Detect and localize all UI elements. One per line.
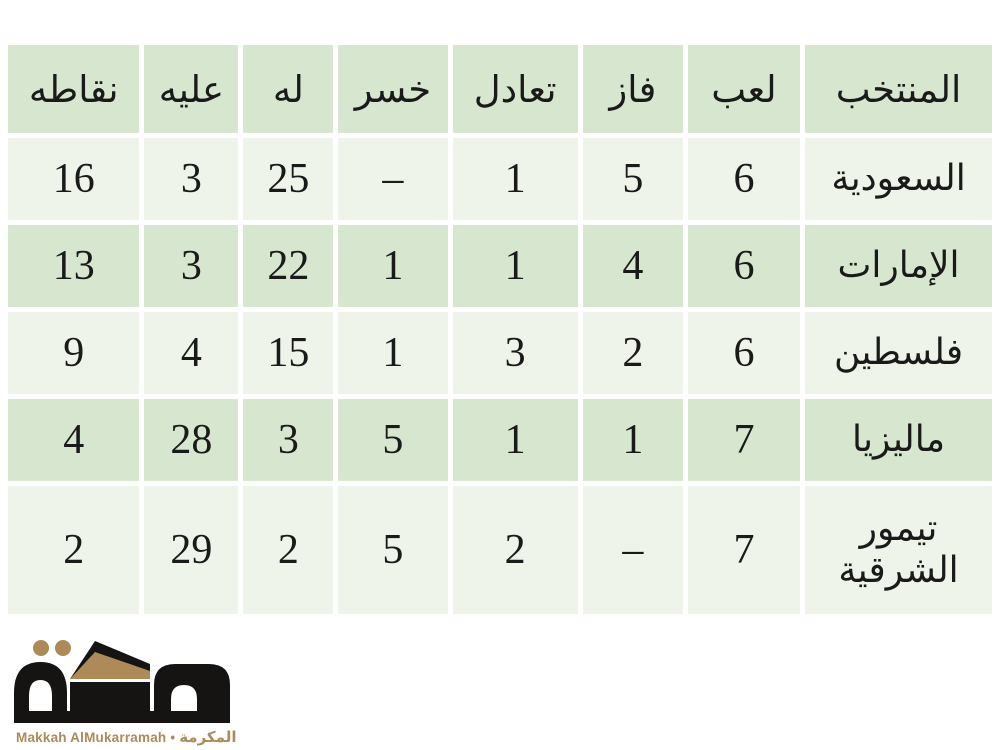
makkah-brand-icon bbox=[14, 640, 230, 723]
goals-against-cell: 4 bbox=[144, 312, 239, 394]
column-header-against: عليه bbox=[144, 45, 239, 133]
goals-for-cell: 3 bbox=[243, 399, 334, 481]
goals-against-cell: 29 bbox=[144, 486, 239, 614]
column-header-lost: خسر bbox=[338, 45, 448, 133]
won-cell: 4 bbox=[582, 225, 683, 307]
team-name-cell: الإمارات bbox=[805, 225, 992, 307]
makkah-logo: Makkah AlMukarramah • المكرمة bbox=[14, 637, 237, 746]
goals-for-cell: 15 bbox=[243, 312, 334, 394]
goals-against-cell: 28 bbox=[144, 399, 239, 481]
logo-tagline: Makkah AlMukarramah • المكرمة bbox=[14, 728, 237, 746]
goals-for-cell: 2 bbox=[243, 486, 334, 614]
points-cell: 13 bbox=[8, 225, 140, 307]
team-name-cell: ماليزيا bbox=[805, 399, 992, 481]
won-cell: – bbox=[582, 486, 683, 614]
column-header-won: فاز bbox=[582, 45, 683, 133]
table-row: فلسطين 6 2 3 1 15 4 9 bbox=[8, 312, 992, 394]
won-cell: 5 bbox=[582, 138, 683, 220]
team-name-cell: تيمور الشرقية bbox=[805, 486, 992, 614]
won-cell: 2 bbox=[582, 312, 683, 394]
table-row: الإمارات 6 4 1 1 22 3 13 bbox=[8, 225, 992, 307]
table-row: ماليزيا 7 1 1 5 3 28 4 bbox=[8, 399, 992, 481]
played-cell: 7 bbox=[687, 399, 801, 481]
played-cell: 6 bbox=[687, 138, 801, 220]
goals-for-cell: 22 bbox=[243, 225, 334, 307]
drawn-cell: 1 bbox=[452, 138, 578, 220]
logo-tagline-bullet: • bbox=[170, 730, 176, 745]
played-cell: 6 bbox=[687, 312, 801, 394]
logo-tagline-ar: المكرمة bbox=[179, 728, 237, 746]
points-cell: 9 bbox=[8, 312, 140, 394]
table-row: تيمور الشرقية 7 – 2 5 2 29 2 bbox=[8, 486, 992, 614]
column-header-team: المنتخب bbox=[805, 45, 992, 133]
lost-cell: 5 bbox=[338, 399, 448, 481]
drawn-cell: 2 bbox=[452, 486, 578, 614]
lost-cell: 1 bbox=[338, 312, 448, 394]
team-name-cell: فلسطين bbox=[805, 312, 992, 394]
points-cell: 16 bbox=[8, 138, 140, 220]
goals-against-cell: 3 bbox=[144, 138, 239, 220]
goals-against-cell: 3 bbox=[144, 225, 239, 307]
lost-cell: 5 bbox=[338, 486, 448, 614]
points-cell: 2 bbox=[8, 486, 140, 614]
played-cell: 7 bbox=[687, 486, 801, 614]
drawn-cell: 3 bbox=[452, 312, 578, 394]
goals-for-cell: 25 bbox=[243, 138, 334, 220]
column-header-for: له bbox=[243, 45, 334, 133]
lost-cell: 1 bbox=[338, 225, 448, 307]
drawn-cell: 1 bbox=[452, 225, 578, 307]
table-header-row: المنتخب لعب فاز تعادل خسر له عليه نقاطه bbox=[8, 45, 992, 133]
team-name-cell: السعودية bbox=[805, 138, 992, 220]
points-cell: 4 bbox=[8, 399, 140, 481]
standings-table: المنتخب لعب فاز تعادل خسر له عليه نقاطه … bbox=[3, 40, 997, 619]
drawn-cell: 1 bbox=[452, 399, 578, 481]
table-row: السعودية 6 5 1 – 25 3 16 bbox=[8, 138, 992, 220]
played-cell: 6 bbox=[687, 225, 801, 307]
column-header-points: نقاطه bbox=[8, 45, 140, 133]
column-header-played: لعب bbox=[687, 45, 801, 133]
won-cell: 1 bbox=[582, 399, 683, 481]
lost-cell: – bbox=[338, 138, 448, 220]
logo-tagline-en: Makkah AlMukarramah bbox=[16, 730, 167, 745]
column-header-drawn: تعادل bbox=[452, 45, 578, 133]
